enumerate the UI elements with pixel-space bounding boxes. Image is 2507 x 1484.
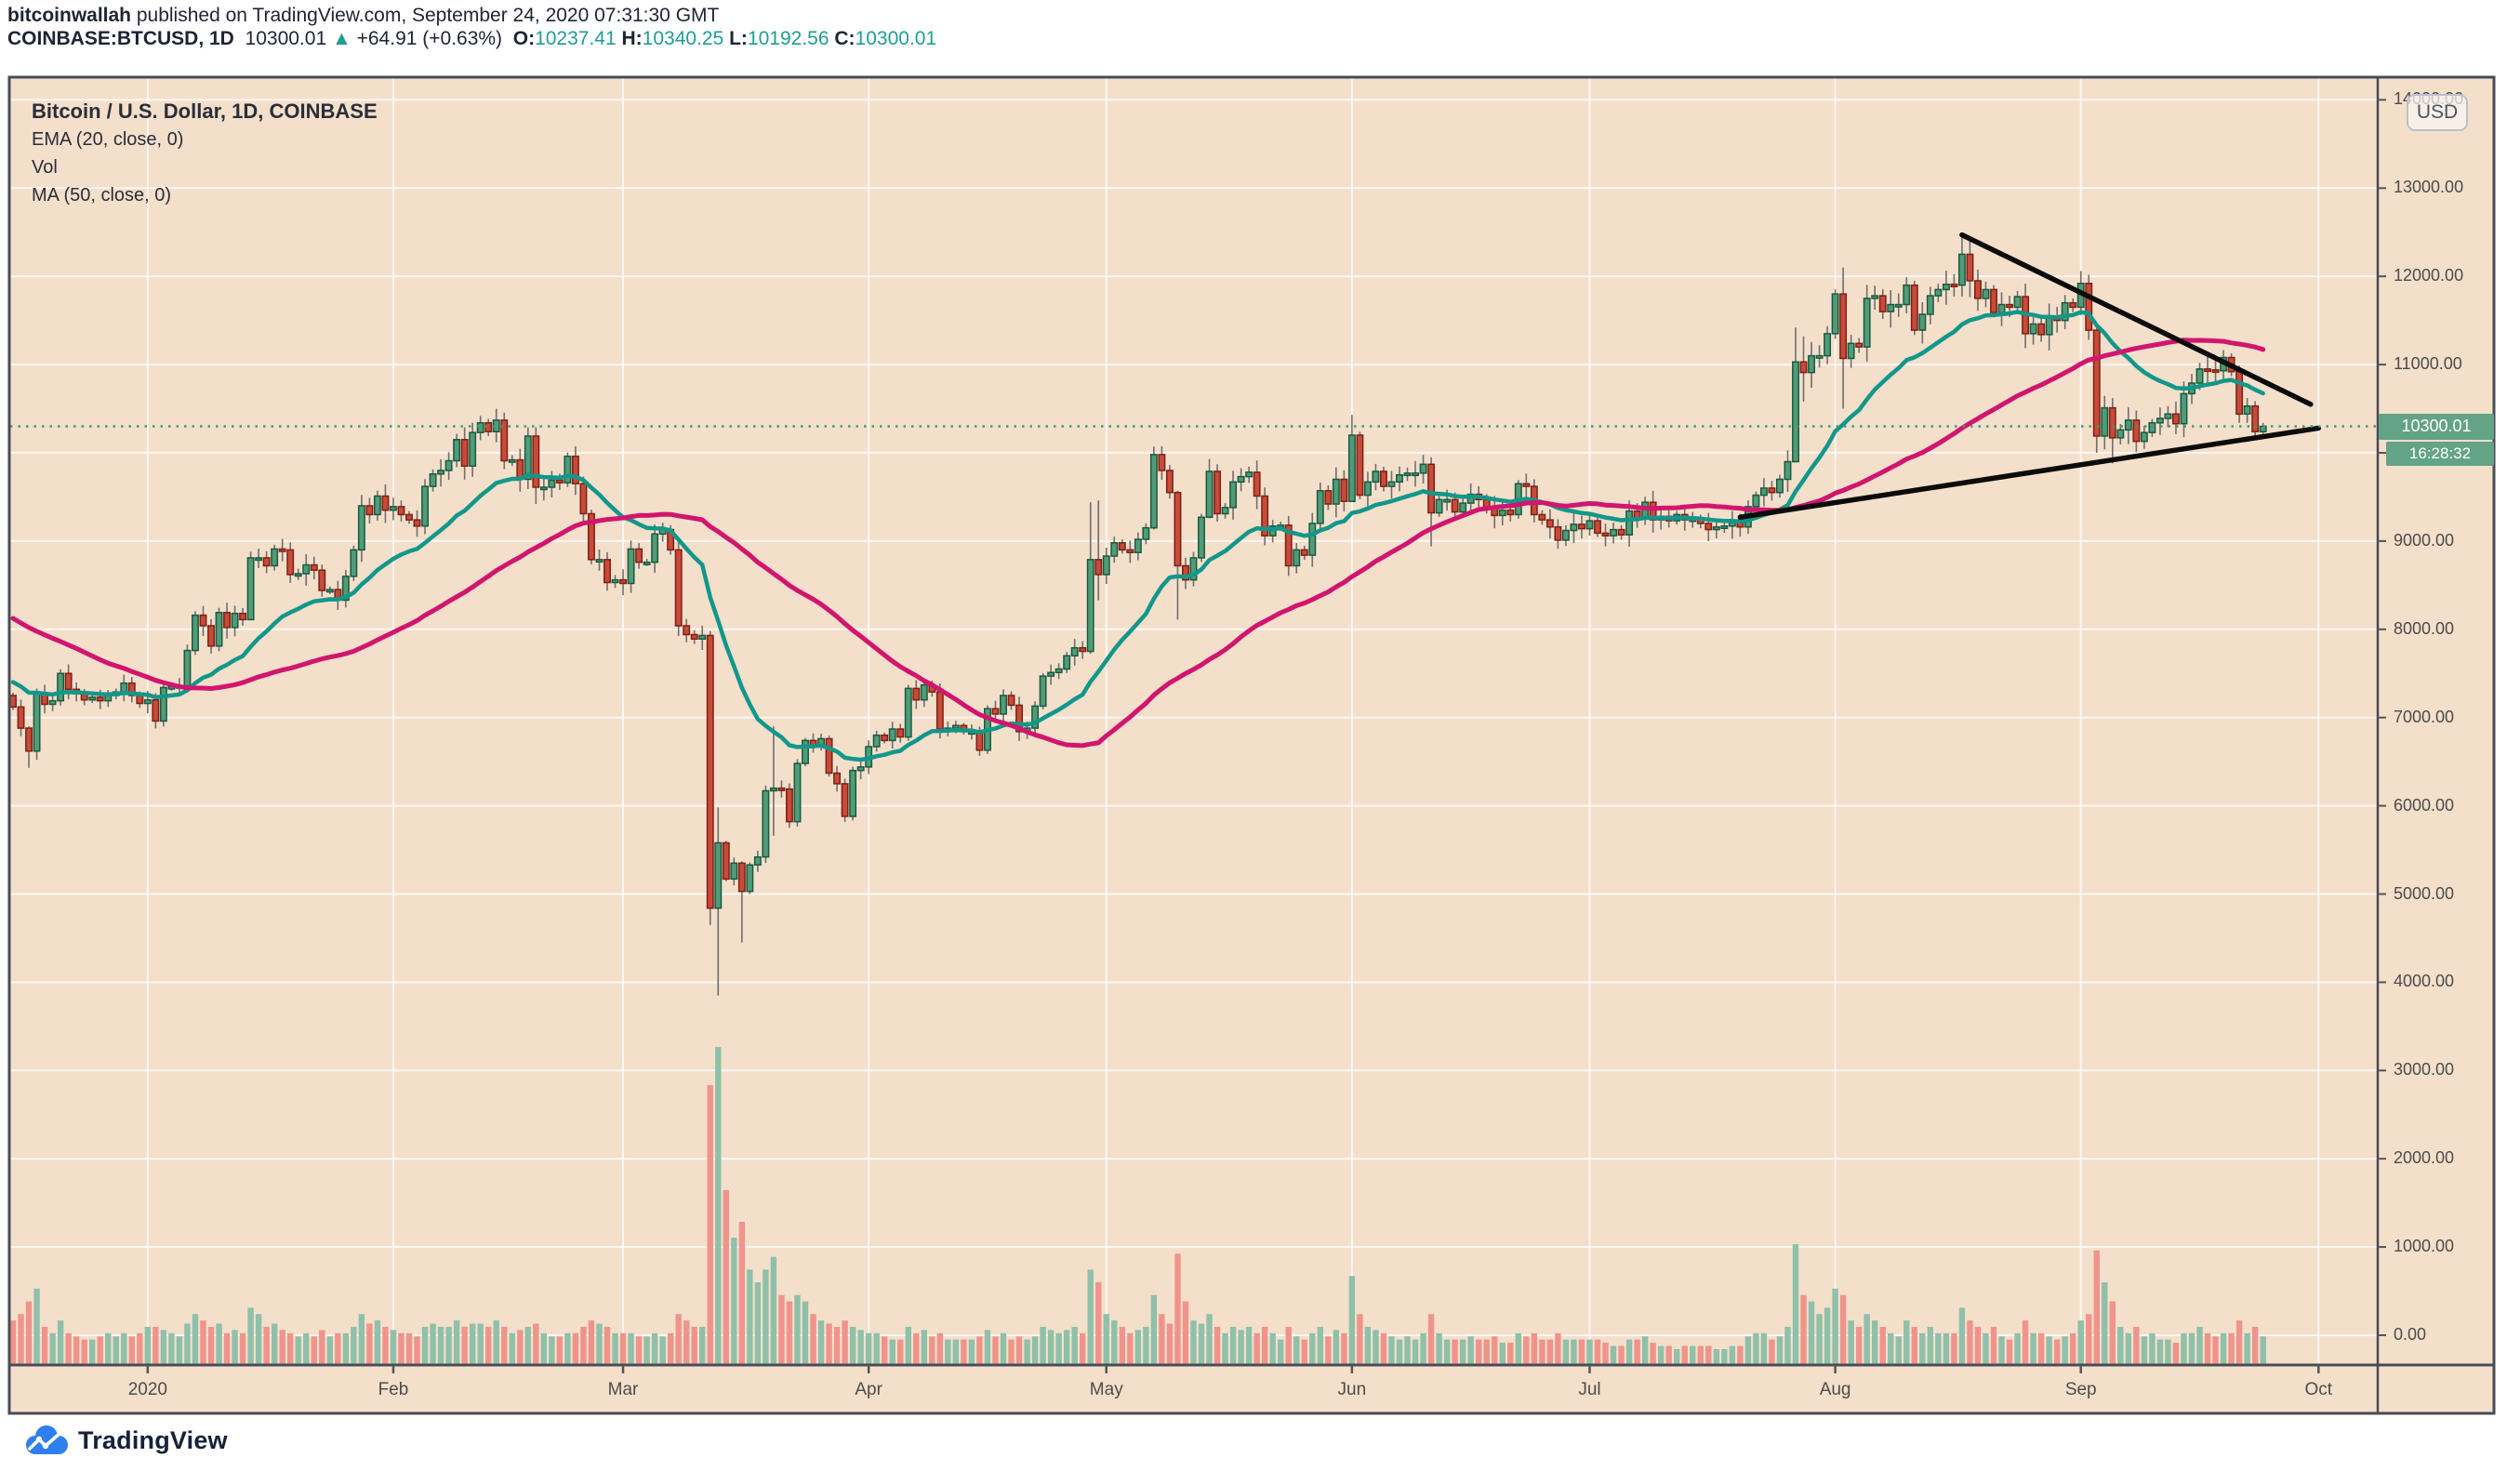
open-label: O:: [512, 28, 536, 49]
high-value: 10340.25: [642, 28, 724, 49]
time-tick-label: Mar: [607, 1380, 639, 1399]
last-price-value: 10300.01: [245, 28, 327, 49]
chart-legend[interactable]: Bitcoin / U.S. Dollar, 1D, COINBASE EMA …: [32, 97, 378, 209]
time-tick-label: Apr: [855, 1380, 882, 1399]
close-value: 10300.01: [855, 28, 937, 49]
currency-toggle-button[interactable]: USD: [2407, 94, 2468, 131]
price-tick-label: 7000.00: [2394, 707, 2455, 726]
price-tick-label: 6000.00: [2394, 795, 2455, 815]
symbol-name: COINBASE:BTCUSD, 1D: [7, 28, 234, 49]
last-price: [234, 28, 245, 49]
price-tick-label: 2000.00: [2394, 1148, 2455, 1168]
legend-item-vol[interactable]: Vol: [32, 157, 58, 178]
close-label: C:: [834, 28, 856, 49]
price-tick-label: 1000.00: [2394, 1237, 2455, 1256]
author-name: bitcoinwallah: [7, 5, 132, 26]
time-tick-label: May: [1089, 1380, 1123, 1399]
publish-info: published on TradingView.com, September …: [131, 5, 720, 26]
legend-title[interactable]: Bitcoin / U.S. Dollar, 1D, COINBASE: [32, 99, 378, 123]
open-value: 10237.41: [535, 28, 617, 49]
price-tick-label: 3000.00: [2394, 1060, 2455, 1080]
tradingview-logo-text: TradingView: [78, 1425, 228, 1454]
low-value: 10192.56: [747, 28, 829, 49]
legend-item-ema[interactable]: EMA (20, close, 0): [32, 129, 184, 150]
current-price-badge: 10300.01: [2379, 413, 2494, 440]
symbol-status-line: COINBASE:BTCUSD, 1D 10300.01 ▲ +64.91 (+…: [7, 28, 936, 50]
price-tick-label: 9000.00: [2394, 530, 2455, 550]
tradingview-cloud-icon: [26, 1425, 68, 1454]
price-tick-label: 4000.00: [2394, 972, 2455, 991]
time-tick-label: Sep: [2064, 1380, 2097, 1399]
legend-item-ma[interactable]: MA (50, close, 0): [32, 185, 172, 205]
time-tick-label: Jun: [1337, 1380, 1367, 1399]
high-label: H:: [621, 28, 643, 49]
up-arrow-icon: ▲: [331, 28, 352, 49]
price-tick-label: 12000.00: [2394, 266, 2464, 285]
bar-countdown-badge: 16:28:32: [2386, 441, 2494, 466]
price-tick-label: 13000.00: [2394, 178, 2464, 197]
price-change: +64.91 (+0.63%): [356, 28, 503, 49]
time-tick-label: Jul: [1578, 1380, 1601, 1399]
tradingview-logo[interactable]: TradingView: [24, 1424, 228, 1456]
price-tick-label: 11000.00: [2394, 354, 2462, 374]
time-tick-label: 2020: [127, 1380, 167, 1399]
time-tick-label: Oct: [2304, 1380, 2333, 1399]
price-tick-label: 5000.00: [2394, 883, 2455, 903]
price-tick-label: 0.00: [2394, 1325, 2427, 1344]
time-tick-label: Aug: [1819, 1380, 1851, 1399]
time-tick-label: Feb: [378, 1380, 409, 1399]
price-tick-label: 8000.00: [2394, 618, 2455, 638]
low-label: L:: [729, 28, 748, 49]
publish-byline: bitcoinwallah published on TradingView.c…: [7, 5, 719, 27]
